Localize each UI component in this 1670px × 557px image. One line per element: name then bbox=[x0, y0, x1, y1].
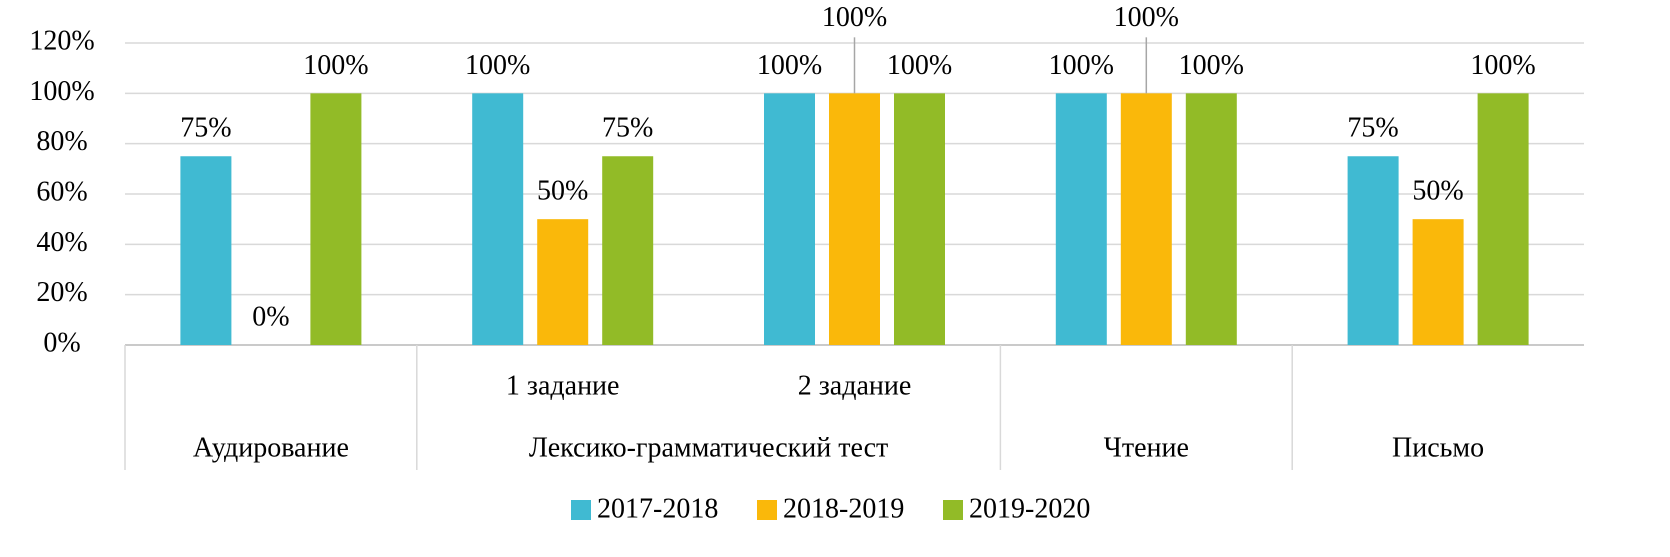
bar bbox=[1055, 93, 1107, 345]
data-label: 100% bbox=[1470, 50, 1535, 81]
data-label: 50% bbox=[537, 176, 588, 207]
bar bbox=[602, 156, 654, 345]
y-tick-label: 0% bbox=[43, 327, 80, 358]
data-label: 0% bbox=[252, 301, 289, 332]
group-label: Аудирование bbox=[193, 432, 349, 463]
data-label: 100% bbox=[757, 50, 822, 81]
legend-swatch bbox=[757, 500, 777, 520]
y-tick-label: 20% bbox=[36, 277, 87, 308]
legend-swatch bbox=[571, 500, 591, 520]
y-tick-label: 40% bbox=[36, 227, 87, 258]
y-tick-label: 80% bbox=[36, 126, 87, 157]
bar bbox=[472, 93, 524, 345]
legend-label: 2019-2020 bbox=[969, 493, 1090, 524]
y-tick-label: 100% bbox=[29, 76, 94, 107]
bar bbox=[1120, 93, 1172, 345]
legend-label: 2017-2018 bbox=[597, 493, 718, 524]
group-label: Лексико-грамматический тест bbox=[529, 432, 888, 463]
data-label: 100% bbox=[822, 2, 887, 33]
data-label: 100% bbox=[1049, 50, 1114, 81]
bar bbox=[537, 219, 589, 345]
data-label: 100% bbox=[1114, 2, 1179, 33]
bar bbox=[310, 93, 362, 345]
data-label: 100% bbox=[303, 50, 368, 81]
data-label: 100% bbox=[465, 50, 530, 81]
data-label: 100% bbox=[887, 50, 952, 81]
data-label: 75% bbox=[180, 113, 231, 144]
bar bbox=[894, 93, 945, 345]
bar bbox=[1185, 93, 1237, 345]
y-tick-label: 60% bbox=[36, 176, 87, 207]
bar bbox=[829, 93, 880, 345]
x-tick-label: 1 задание bbox=[506, 370, 620, 401]
bar bbox=[1347, 156, 1399, 345]
data-label: 50% bbox=[1412, 176, 1463, 207]
legend-swatch bbox=[943, 500, 963, 520]
data-label: 75% bbox=[602, 113, 653, 144]
bar bbox=[1412, 219, 1464, 345]
bar bbox=[764, 93, 815, 345]
bar bbox=[180, 156, 232, 345]
y-tick-label: 120% bbox=[29, 25, 94, 56]
group-label: Чтение bbox=[1104, 432, 1189, 463]
group-label: Письмо bbox=[1392, 432, 1484, 463]
bar bbox=[1477, 93, 1529, 345]
data-label: 75% bbox=[1347, 113, 1398, 144]
data-label: 100% bbox=[1179, 50, 1244, 81]
legend-label: 2018-2019 bbox=[783, 493, 904, 524]
x-tick-label: 2 задание bbox=[798, 370, 912, 401]
